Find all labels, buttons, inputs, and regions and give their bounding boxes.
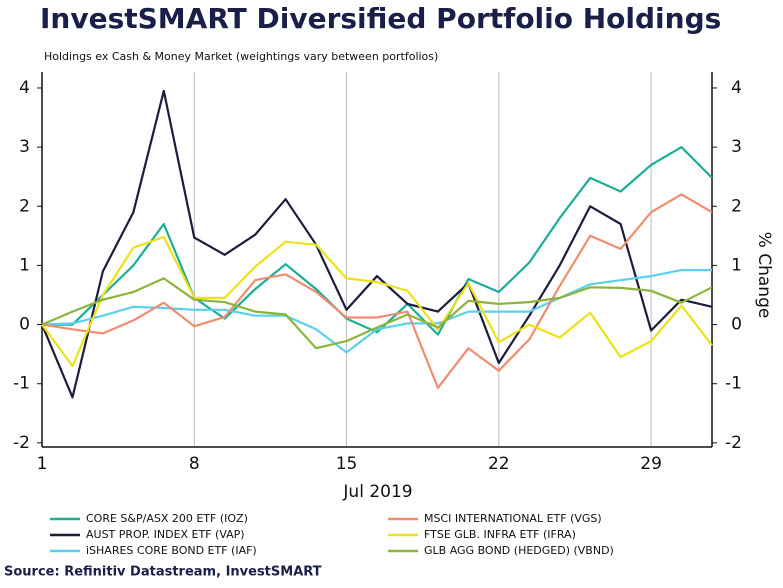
legend-label: CORE S&P/ASX 200 ETF (IOZ) [86, 512, 248, 525]
x-tick-label: 29 [640, 454, 662, 474]
y-tick-label: 2 [19, 196, 30, 216]
legend-label: FTSE GLB. INFRA ETF (IFRA) [424, 528, 576, 541]
series-line [41, 193, 713, 389]
y2-tick-label: -1 [725, 374, 742, 394]
legend-label: GLB AGG BOND (HEDGED) (VBND) [424, 544, 614, 557]
y-tick-label: 1 [19, 255, 30, 275]
series-line [41, 277, 713, 350]
series-line [41, 235, 713, 368]
x-axis-label: Jul 2019 [342, 482, 412, 502]
series-line [40, 89, 713, 399]
y-tick-label: 0 [19, 315, 30, 335]
y-tick-label: 4 [19, 78, 30, 98]
chart-title: InvestSMART Diversified Portfolio Holdin… [40, 2, 721, 35]
y2-tick-label: 0 [731, 315, 742, 335]
legend-label: AUST PROP. INDEX ETF (VAP) [86, 528, 245, 541]
x-tick-label: 1 [37, 454, 48, 474]
chart-subtitle: Holdings ex Cash & Money Market (weighti… [44, 50, 438, 63]
y2-tick-label: 3 [731, 137, 742, 157]
y2-tick-label: -2 [725, 433, 742, 453]
x-tick-label: 8 [189, 454, 200, 474]
x-tick-label: 22 [488, 454, 510, 474]
legend-label: iSHARES CORE BOND ETF (IAF) [86, 544, 257, 557]
legend-label: MSCI INTERNATIONAL ETF (VGS) [424, 512, 602, 525]
y2-tick-label: 1 [731, 255, 742, 275]
y-tick-label: -1 [13, 374, 30, 394]
y2-tick-label: 4 [731, 78, 742, 98]
series-line [42, 146, 713, 336]
y2-tick-label: 2 [731, 196, 742, 216]
y-tick-label: -2 [13, 433, 30, 453]
y-tick-label: 3 [19, 137, 30, 157]
y2-axis-label: % Change [754, 232, 774, 319]
x-tick-label: 15 [336, 454, 358, 474]
source-note: Source: Refinitiv Datastream, InvestSMAR… [4, 565, 322, 580]
